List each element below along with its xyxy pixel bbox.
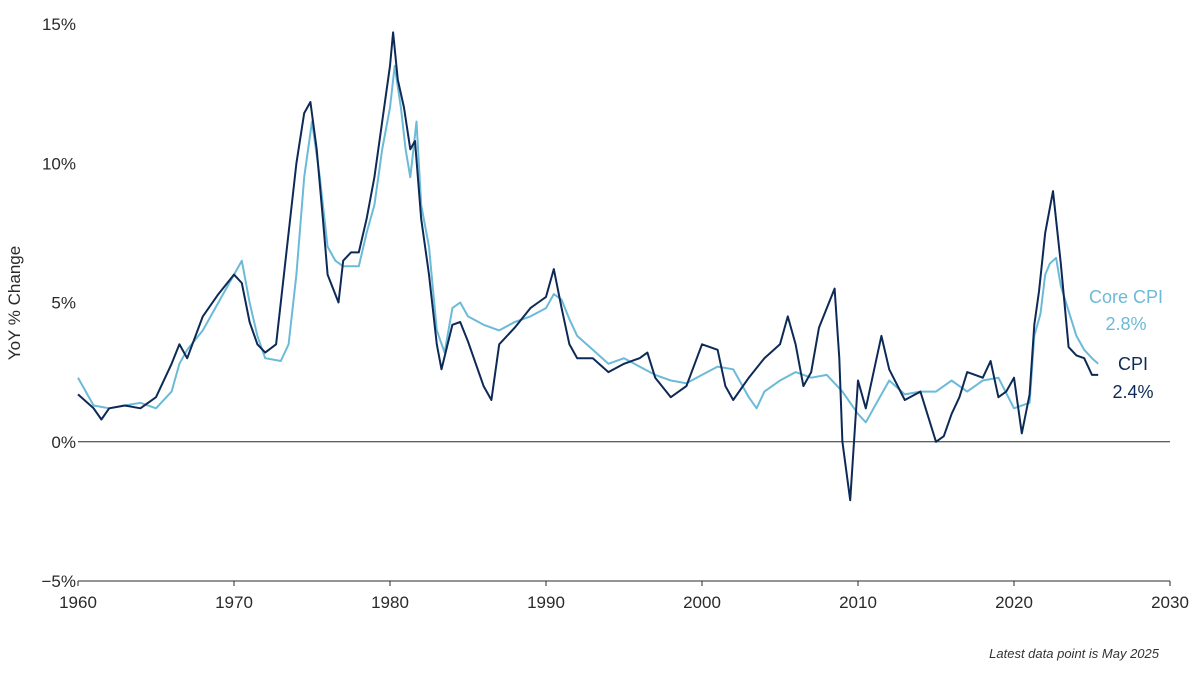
series-lines bbox=[77, 31, 1099, 502]
data-note: Latest data point is May 2025 bbox=[989, 646, 1159, 661]
y-tick-label: −5% bbox=[42, 572, 77, 591]
x-tick-label: 1980 bbox=[371, 593, 409, 612]
cpi-value-label: 2.4% bbox=[1112, 382, 1153, 402]
y-axis-label: YoY % Change bbox=[5, 246, 24, 360]
x-tick-label: 2030 bbox=[1151, 593, 1189, 612]
x-tick-label: 2000 bbox=[683, 593, 721, 612]
core-name-label: Core CPI bbox=[1089, 287, 1163, 307]
core-value-label: 2.8% bbox=[1105, 314, 1146, 334]
cpi-series-line bbox=[77, 31, 1099, 502]
cpi-name-label: CPI bbox=[1118, 354, 1148, 374]
y-tick-label: 5% bbox=[51, 294, 76, 313]
x-tick-label: 2020 bbox=[995, 593, 1033, 612]
y-tick-label: 0% bbox=[51, 433, 76, 452]
x-tick-label: 1960 bbox=[59, 593, 97, 612]
y-tick-label: 15% bbox=[42, 15, 76, 34]
x-tick-label: 1970 bbox=[215, 593, 253, 612]
x-tick-label: 1990 bbox=[527, 593, 565, 612]
core-series-line bbox=[77, 64, 1099, 424]
axes: 15% 10% 5% 0% −5% 1960 1970 1980 1990 2000 2010 202… bbox=[42, 15, 1189, 612]
y-tick-label: 10% bbox=[42, 154, 76, 173]
series-end-labels: Core CPI 2.8% CPI 2.4% bbox=[1089, 287, 1163, 402]
x-tick-label: 2010 bbox=[839, 593, 877, 612]
